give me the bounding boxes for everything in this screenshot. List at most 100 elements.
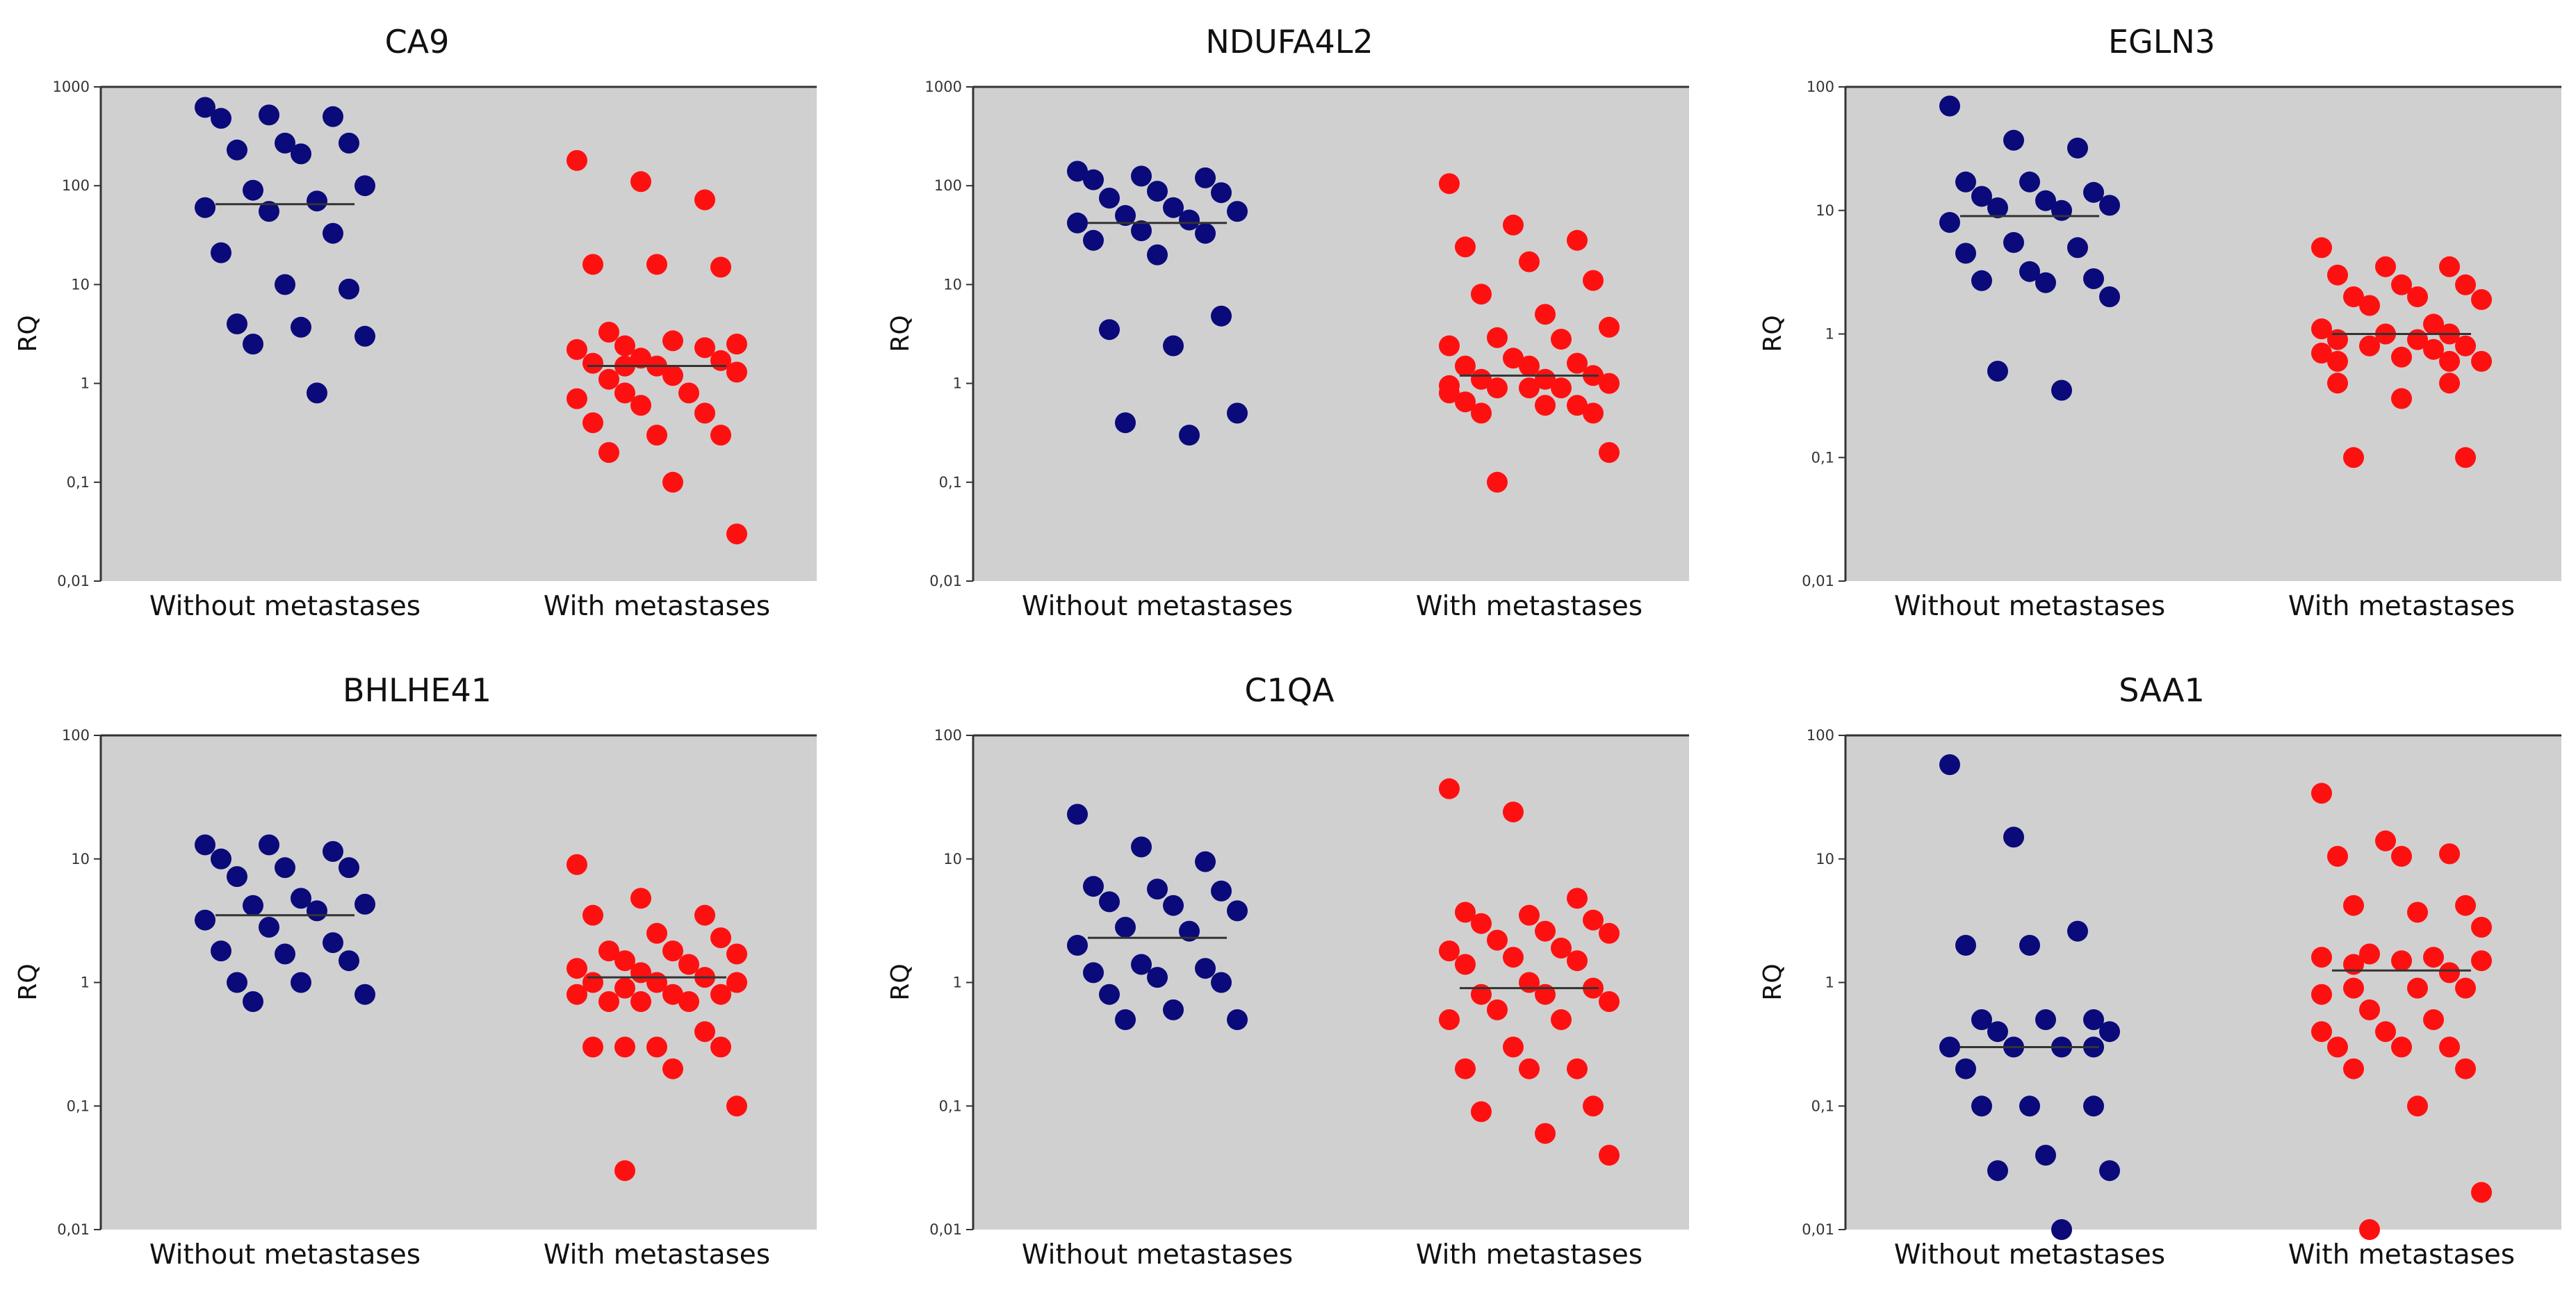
data-point — [2343, 895, 2364, 916]
data-point — [1955, 935, 1976, 956]
y-tick-label: 1 — [1825, 326, 1834, 343]
data-point — [1439, 778, 1460, 799]
y-axis-label: RQ — [1759, 963, 1787, 1000]
data-point — [2455, 895, 2476, 916]
chart-title: NDUFA4L2 — [1205, 23, 1373, 60]
data-point — [1503, 348, 1524, 369]
data-point — [1955, 171, 1976, 193]
data-point — [1115, 1009, 1136, 1030]
data-point — [211, 940, 231, 962]
data-point — [1583, 402, 1604, 424]
y-tick-label: 100 — [1807, 727, 1834, 744]
y-tick-label: 0,1 — [1811, 1098, 1834, 1114]
data-point — [2407, 902, 2428, 923]
data-point — [2099, 195, 2120, 216]
y-axis-label: RQ — [886, 315, 915, 352]
x-category-label: With metastases — [2288, 591, 2515, 622]
data-point — [1195, 167, 1216, 188]
data-point — [1535, 368, 1556, 390]
data-point — [1503, 1036, 1524, 1058]
chart-svg-saa1: SAA1 RQ Without metastases With metastas… — [1759, 671, 2561, 1271]
data-point — [1519, 377, 1540, 399]
data-point — [1471, 368, 1492, 390]
x-category-label: Without metastases — [1022, 1239, 1293, 1271]
data-point — [2407, 1095, 2428, 1117]
data-point — [2051, 380, 2072, 401]
data-point — [307, 190, 327, 212]
data-point — [582, 904, 603, 926]
data-point — [2035, 190, 2056, 211]
x-category-label: Without metastases — [149, 591, 421, 622]
data-point — [1115, 917, 1136, 938]
data-point — [710, 256, 731, 278]
y-axis-label: RQ — [1759, 315, 1787, 352]
data-point — [2439, 373, 2460, 394]
data-point — [2311, 237, 2332, 259]
data-point — [1535, 920, 1556, 942]
data-point — [2051, 199, 2072, 221]
data-point — [1083, 169, 1104, 190]
y-tick-label: 10 — [943, 851, 962, 867]
y-ticks: 0,01 0,1 1 10 100 1000 — [925, 79, 973, 589]
data-point — [1471, 402, 1492, 424]
y-tick-label: 100 — [934, 177, 962, 194]
data-point — [1535, 984, 1556, 1005]
y-tick-label: 1000 — [53, 79, 90, 95]
data-point — [291, 143, 311, 165]
x-category-label: With metastases — [1416, 591, 1642, 622]
y-tick-label: 0,01 — [1802, 573, 1834, 589]
data-point — [2423, 1009, 2444, 1030]
data-points — [1067, 778, 1620, 1166]
data-point — [1083, 962, 1104, 984]
data-point — [598, 991, 619, 1012]
chart-title: C1QA — [1244, 671, 1335, 709]
data-point — [1551, 377, 1572, 399]
data-point — [259, 201, 279, 222]
data-point — [2019, 1095, 2040, 1117]
data-point — [694, 189, 715, 211]
data-point — [2359, 335, 2380, 357]
data-point — [1211, 972, 1232, 993]
data-point — [1099, 319, 1120, 341]
data-point — [323, 841, 343, 862]
data-point — [630, 395, 651, 416]
data-point — [1535, 304, 1556, 325]
data-point — [2311, 783, 2332, 804]
data-point — [1519, 904, 1540, 926]
data-point — [678, 382, 699, 404]
data-point — [2391, 388, 2412, 409]
data-point — [2375, 1021, 2396, 1043]
data-point — [243, 179, 263, 201]
chart-panel-saa1: SAA1 RQ Without metastases With metastas… — [1745, 648, 2576, 1297]
chart-panel-ca9: CA9 RQ Without metastases With metastase… — [0, 0, 858, 648]
data-point — [1211, 182, 1232, 204]
data-point — [1439, 940, 1460, 962]
data-point — [1567, 229, 1588, 251]
data-point — [726, 523, 747, 545]
y-tick-label: 1 — [81, 974, 90, 991]
y-tick-label: 0,01 — [929, 1221, 962, 1238]
data-point — [2455, 335, 2476, 357]
data-point — [2035, 1009, 2056, 1030]
data-point — [275, 857, 295, 879]
data-point — [2019, 261, 2040, 282]
data-point — [195, 197, 215, 218]
data-point — [2327, 1036, 2348, 1058]
data-point — [1955, 243, 1976, 264]
y-tick-label: 100 — [62, 177, 90, 194]
data-point — [678, 954, 699, 975]
data-point — [1471, 984, 1492, 1005]
y-tick-label: 0,1 — [1811, 449, 1834, 466]
data-point — [2471, 350, 2492, 372]
data-point — [291, 316, 311, 338]
data-point — [646, 254, 667, 275]
plot-area — [1845, 735, 2561, 1230]
data-point — [2439, 256, 2460, 277]
data-point — [1955, 1058, 1976, 1079]
data-point — [2099, 286, 2120, 307]
y-tick-label: 0,01 — [57, 1221, 90, 1238]
data-point — [291, 888, 311, 909]
data-point — [2019, 935, 2040, 956]
data-point — [2423, 338, 2444, 360]
data-point — [211, 242, 231, 263]
